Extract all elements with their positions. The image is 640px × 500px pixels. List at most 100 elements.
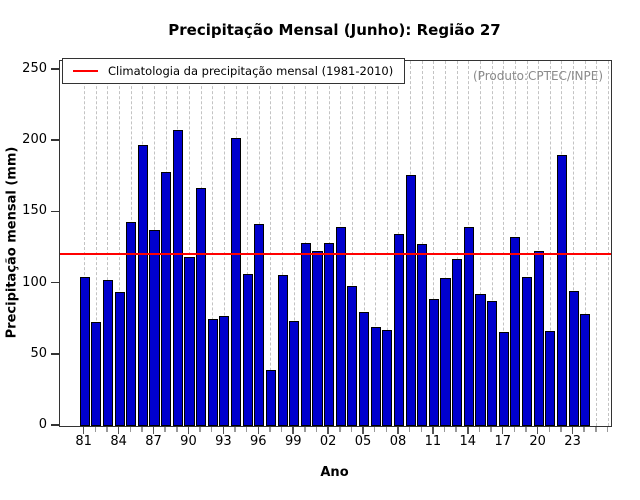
gridline	[608, 61, 609, 426]
x-tick-label: 14	[459, 434, 477, 449]
gridline	[433, 61, 435, 426]
x-tick	[176, 426, 178, 432]
gridline	[573, 61, 575, 426]
x-tick	[536, 426, 539, 434]
x-tick	[141, 426, 143, 432]
x-tick	[525, 426, 527, 432]
gridline	[386, 61, 388, 426]
x-tick	[257, 426, 260, 434]
gridline	[293, 61, 295, 426]
bar-2021	[545, 330, 556, 426]
bar-2000	[300, 243, 311, 426]
bar-2015	[475, 294, 486, 426]
x-tick	[385, 426, 388, 432]
x-tick	[82, 426, 85, 434]
y-tick	[51, 424, 59, 426]
x-tick	[164, 426, 166, 432]
x-tick	[315, 426, 318, 432]
bar-1994	[230, 138, 242, 426]
x-tick-label: 23	[564, 434, 581, 449]
gridline	[351, 61, 353, 426]
x-tick	[513, 426, 516, 432]
bar-1984	[114, 292, 125, 426]
x-tick	[339, 426, 341, 432]
x-tick	[397, 426, 399, 434]
y-tick	[51, 139, 59, 141]
x-axis-label: Ano	[320, 465, 349, 480]
bar-1983	[102, 280, 114, 426]
legend-line-sample	[73, 70, 98, 72]
x-tick-label: 05	[354, 434, 372, 449]
gridline	[247, 61, 249, 426]
x-tick	[269, 426, 271, 432]
x-tick	[443, 426, 446, 432]
gridline	[421, 61, 423, 426]
bar-2008	[393, 233, 405, 426]
bar-1981	[79, 277, 90, 426]
x-tick	[560, 426, 562, 432]
bar-2023	[568, 291, 579, 426]
bar-2009	[405, 175, 416, 426]
gridline	[538, 61, 540, 426]
x-tick	[199, 426, 201, 432]
x-tick	[606, 426, 609, 432]
bar-1998	[277, 275, 288, 426]
x-tick-label: 84	[110, 434, 127, 449]
bar-2011	[428, 299, 439, 426]
legend-label: Climatologia da precipitação mensal (198…	[108, 64, 394, 78]
bar-1985	[126, 222, 137, 426]
bar-2016	[487, 300, 498, 426]
bar-2006	[370, 327, 381, 426]
bar-2013	[452, 258, 463, 426]
x-tick	[187, 426, 190, 434]
bar-2005	[359, 312, 370, 426]
chart-title: Precipitação Mensal (Junho): Região 27	[168, 21, 501, 39]
x-tick	[292, 426, 294, 434]
climatology-line	[60, 253, 611, 256]
x-tick	[420, 426, 422, 432]
x-tick	[210, 426, 213, 432]
x-tick	[373, 426, 376, 432]
y-tick-label: 100	[22, 274, 47, 290]
x-tick-label: 11	[424, 434, 442, 449]
y-tick-label: 150	[22, 203, 47, 219]
bar-1986	[137, 145, 148, 426]
gridline	[107, 61, 109, 426]
x-tick	[432, 426, 434, 434]
x-tick-label: 99	[284, 434, 302, 449]
gridline	[212, 61, 214, 426]
x-tick-label: 08	[389, 434, 407, 449]
bar-1990	[184, 256, 195, 426]
gridline	[584, 61, 586, 426]
bar-1992	[207, 318, 218, 426]
x-tick-label: 02	[319, 434, 337, 449]
bar-2003	[335, 227, 346, 426]
gridline	[491, 61, 493, 426]
x-tick	[117, 426, 120, 434]
x-tick	[362, 426, 364, 434]
bar-2022	[556, 155, 567, 426]
x-tick-label: 81	[75, 434, 92, 449]
x-tick	[350, 426, 353, 432]
x-tick	[408, 426, 411, 432]
bar-2014	[463, 227, 474, 426]
x-tick	[583, 426, 585, 432]
gridline	[282, 61, 284, 426]
x-tick-label: 20	[529, 434, 546, 449]
x-tick-label: 96	[250, 434, 267, 449]
watermark-text: (Produto:CPTEC/INPE)	[473, 69, 603, 83]
x-tick	[467, 426, 469, 434]
x-tick-label: 17	[494, 434, 511, 449]
x-tick	[106, 426, 108, 432]
gridline	[526, 61, 528, 426]
x-tick	[548, 426, 551, 432]
y-tick	[51, 353, 59, 355]
bar-2002	[324, 243, 335, 426]
plot-area	[59, 60, 612, 427]
gridline	[95, 61, 97, 426]
bar-1995	[242, 274, 253, 426]
gridline	[375, 61, 377, 426]
y-tick-label: 250	[22, 61, 47, 76]
bar-2010	[417, 244, 428, 426]
